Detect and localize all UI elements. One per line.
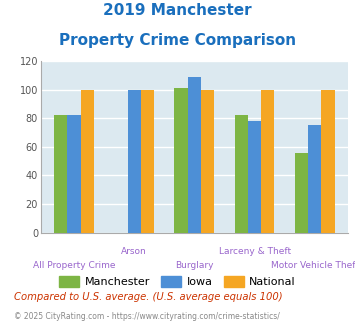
Text: Arson: Arson	[121, 248, 147, 256]
Bar	[248, 121, 261, 233]
Bar	[127, 90, 141, 233]
Text: All Property Crime: All Property Crime	[33, 261, 115, 270]
Bar	[295, 152, 308, 233]
Text: Property Crime Comparison: Property Crime Comparison	[59, 33, 296, 48]
Text: Compared to U.S. average. (U.S. average equals 100): Compared to U.S. average. (U.S. average …	[14, 292, 283, 302]
Bar	[54, 115, 67, 233]
Bar	[321, 90, 335, 233]
Text: Burglary: Burglary	[175, 261, 214, 270]
Bar	[261, 90, 274, 233]
Text: Larceny & Theft: Larceny & Theft	[219, 248, 291, 256]
Bar	[308, 125, 321, 233]
Bar	[188, 77, 201, 233]
Bar	[67, 115, 81, 233]
Text: Motor Vehicle Theft: Motor Vehicle Theft	[271, 261, 355, 270]
Legend: Manchester, Iowa, National: Manchester, Iowa, National	[55, 271, 300, 291]
Text: © 2025 CityRating.com - https://www.cityrating.com/crime-statistics/: © 2025 CityRating.com - https://www.city…	[14, 312, 280, 321]
Bar	[235, 115, 248, 233]
Bar	[201, 90, 214, 233]
Bar	[81, 90, 94, 233]
Text: 2019 Manchester: 2019 Manchester	[103, 3, 252, 18]
Bar	[141, 90, 154, 233]
Bar	[175, 88, 188, 233]
